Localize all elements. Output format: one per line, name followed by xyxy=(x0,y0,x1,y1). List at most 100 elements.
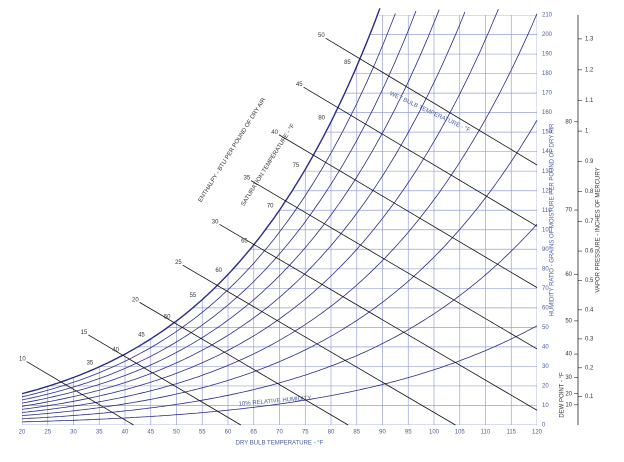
saturation-tick-label: 75 xyxy=(293,163,300,169)
rh-curve xyxy=(21,8,499,410)
enthalpy-line xyxy=(139,302,349,426)
vapor-pressure-label: 1.1 xyxy=(585,98,594,104)
vapor-pressure-label: 0.8 xyxy=(585,189,594,195)
saturation-tick-label: 50 xyxy=(164,314,171,320)
x-tick-label: 70 xyxy=(276,430,283,436)
y-tick-label: 60 xyxy=(542,305,549,311)
vapor-pressure-axis-label: VAPOR PRESSURE - INCHES OF MERCURY xyxy=(596,167,602,292)
saturation-tick-label: 55 xyxy=(190,293,197,299)
y-tick-label: 180 xyxy=(542,71,553,77)
dew-point-label: 20 xyxy=(565,391,572,397)
vapor-pressure-label: 0.2 xyxy=(585,365,594,371)
enthalpy-label: 10 xyxy=(19,357,26,363)
saturation-tick-label: 60 xyxy=(215,268,222,274)
x-tick-label: 55 xyxy=(199,430,206,436)
x-tick-label: 90 xyxy=(379,430,386,436)
x-tick-label: 20 xyxy=(19,430,26,436)
x-tick-label: 40 xyxy=(122,430,129,436)
x-tick-label: 115 xyxy=(506,430,516,436)
dew-point-label: 50 xyxy=(565,318,572,324)
dew-point-label: 40 xyxy=(565,352,572,358)
rh-curve xyxy=(21,11,466,407)
x-tick-label: 60 xyxy=(225,430,232,436)
x-tick-label: 120 xyxy=(532,430,543,436)
enthalpy-line xyxy=(325,37,538,166)
enthalpy-label: 25 xyxy=(175,260,182,266)
enthalpy-label: 30 xyxy=(212,219,219,225)
x-tick-label: 110 xyxy=(481,430,491,436)
y-tick-label: 210 xyxy=(542,13,553,19)
enthalpy-label: 40 xyxy=(271,130,278,136)
y-tick-label: 90 xyxy=(542,247,549,253)
saturation-tick-label: 65 xyxy=(241,238,248,244)
dew-point-label: 80 xyxy=(565,119,572,125)
x-tick-label: 45 xyxy=(147,430,154,436)
enthalpy-label: 50 xyxy=(318,33,325,39)
y-tick-label: 80 xyxy=(542,266,549,272)
x-tick-label: 100 xyxy=(429,430,440,436)
saturation-tick-label: 45 xyxy=(138,332,145,338)
x-tick-label: 95 xyxy=(405,430,412,436)
saturation-tick-label: 80 xyxy=(318,115,325,121)
y-tick-label: 0 xyxy=(542,423,546,429)
enthalpy-line xyxy=(303,86,538,227)
enthalpy-label: 45 xyxy=(296,82,303,88)
x-tick-label: 80 xyxy=(328,430,335,436)
y-tick-label: 100 xyxy=(542,227,553,233)
y-tick-label: 170 xyxy=(542,91,553,97)
enthalpy-label: 20 xyxy=(132,297,139,303)
dew-point-axis-label: DEW POINT - °F xyxy=(560,372,566,418)
rh-curve xyxy=(21,325,538,423)
y-tick-label: 140 xyxy=(542,149,553,155)
vapor-pressure-label: 1.2 xyxy=(585,67,594,73)
x-tick-label: 65 xyxy=(250,430,257,436)
y-tick-label: 160 xyxy=(542,110,553,116)
dew-point-label: 70 xyxy=(565,208,572,214)
enthalpy-label: 15 xyxy=(81,330,88,336)
y-tick-label: 40 xyxy=(542,344,549,350)
enthalpy-label: 35 xyxy=(244,176,251,182)
y-tick-label: 30 xyxy=(542,364,549,370)
saturation-tick-label: 35 xyxy=(87,360,94,366)
x-tick-label: 105 xyxy=(455,430,466,436)
enthalpy-line xyxy=(278,134,538,288)
saturation-axis-label: SATURATION TEMPERATURE - °F xyxy=(241,123,297,208)
enthalpy-line xyxy=(88,334,242,426)
y-tick-label: 120 xyxy=(542,188,553,194)
x-tick-label: 25 xyxy=(44,430,51,436)
enthalpy-line xyxy=(219,223,538,411)
rh-curve xyxy=(21,223,538,420)
x-tick-label: 35 xyxy=(96,430,103,436)
saturation-tick-label: 85 xyxy=(344,60,351,66)
vapor-pressure-label: 0.6 xyxy=(585,249,594,255)
vapor-pressure-label: 0.7 xyxy=(585,219,594,225)
enthalpy-line xyxy=(182,264,456,426)
rh-curve xyxy=(21,9,440,404)
y-tick-label: 110 xyxy=(542,208,552,214)
vapor-pressure-label: 0.4 xyxy=(585,307,594,313)
x-tick-label: 50 xyxy=(173,430,180,436)
x-tick-label: 85 xyxy=(353,430,360,436)
y-tick-label: 50 xyxy=(542,325,549,331)
rh-curve xyxy=(21,10,417,401)
enthalpy-line xyxy=(26,361,134,426)
plot-area xyxy=(22,15,537,425)
y-tick-label: 200 xyxy=(542,32,553,38)
x-tick-label: 75 xyxy=(302,430,309,436)
x-tick-label: 30 xyxy=(70,430,77,436)
dew-point-label: 60 xyxy=(565,272,572,278)
rh-curve xyxy=(21,13,396,398)
vapor-pressure-label: 1.3 xyxy=(585,36,594,42)
y-tick-label: 150 xyxy=(542,130,553,136)
x-axis-label: DRY BULB TEMPERATURE - °F xyxy=(236,441,324,447)
saturation-tick-label: 70 xyxy=(267,204,274,210)
y-tick-label: 130 xyxy=(542,169,553,175)
vapor-pressure-label: 0.1 xyxy=(585,394,594,400)
dew-point-label: 30 xyxy=(565,375,572,381)
vapor-pressure-label: 0.9 xyxy=(585,159,594,165)
y-tick-label: 20 xyxy=(542,384,549,390)
vapor-pressure-label: 0.3 xyxy=(585,336,594,342)
y-tick-label: 10 xyxy=(542,403,549,409)
y-axis-label: HUMIDITY RATIO - GRAINS OF MOISTURE PER … xyxy=(550,123,556,317)
